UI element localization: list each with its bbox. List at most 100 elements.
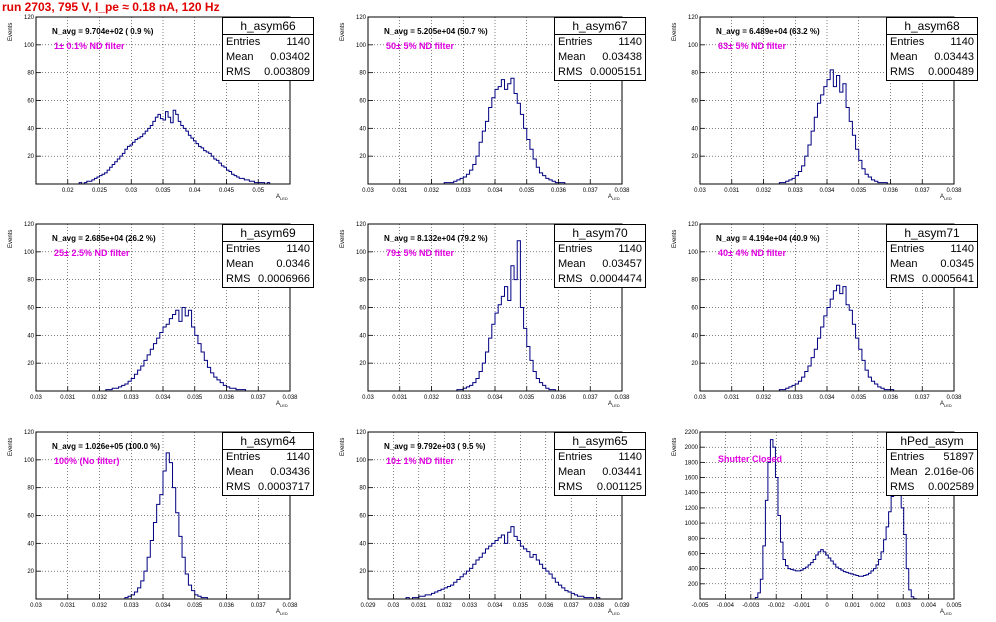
x-axis-label: ALED xyxy=(940,609,952,616)
x-tick-label: 0.035 xyxy=(155,188,171,194)
y-tick-label: 60 xyxy=(27,514,34,520)
y-tick-label: 40 xyxy=(359,541,366,547)
y-tick-label: 1000 xyxy=(685,521,699,527)
x-axis-label: ALED xyxy=(940,401,952,408)
stats-value-rms: 0.0005151 xyxy=(590,66,642,78)
stats-row-rms: RMS 0.001125 xyxy=(555,480,645,495)
x-tick-label: 0.045 xyxy=(219,188,235,194)
stats-row-entries: Entries 1140 xyxy=(555,35,645,50)
stats-row-rms: RMS 0.003809 xyxy=(223,65,313,80)
x-tick-label: 0.038 xyxy=(282,603,298,609)
y-tick-label: 120 xyxy=(24,15,35,21)
y-tick-label: 80 xyxy=(27,71,34,77)
y-tick-label: 20 xyxy=(691,154,698,160)
x-axis-label-main: A xyxy=(276,194,281,200)
y-tick-label: 120 xyxy=(356,15,367,21)
stats-row-mean: Mean 0.0346 xyxy=(223,257,313,272)
x-tick-label: 0.036 xyxy=(883,395,899,401)
stats-value-rms: 0.000489 xyxy=(928,66,974,78)
y-tick-label: 80 xyxy=(691,278,698,284)
stats-label: Mean xyxy=(226,51,254,63)
y-tick-label: 60 xyxy=(359,306,366,312)
x-tick-label: 0.05 xyxy=(252,188,264,194)
y-tick-label: 20 xyxy=(27,361,34,367)
x-axis-label-sub: LED xyxy=(280,196,288,202)
x-tick-label: 0.035 xyxy=(187,603,203,609)
x-tick-label: 0.035 xyxy=(851,188,867,194)
x-tick-label: 0.032 xyxy=(92,395,108,401)
x-tick-label: 0.033 xyxy=(456,395,472,401)
stats-title: hPed_asym xyxy=(887,433,977,450)
x-tick-label: 0.03 xyxy=(388,603,400,609)
histogram-series xyxy=(700,439,954,600)
y-tick-label: 100 xyxy=(24,43,35,49)
x-tick-label: 0.037 xyxy=(915,188,931,194)
x-tick-label: 0.03 xyxy=(125,188,137,194)
stats-value-entries: 1140 xyxy=(618,451,642,463)
y-tick-label: 60 xyxy=(359,514,366,520)
x-axis-label-main: A xyxy=(608,401,613,407)
y-axis-label: Events xyxy=(340,437,346,456)
y-tick-label: 20 xyxy=(359,361,366,367)
stats-value-entries: 1140 xyxy=(618,243,642,255)
histogram-pad-h_asym65: 0.029 0.03 0.031 0.032 0.033 0.034 0.035 0.036 0… xyxy=(332,415,664,622)
stats-label: Entries xyxy=(558,451,593,463)
stats-label: Entries xyxy=(890,451,925,463)
x-tick-label: 0.038 xyxy=(946,188,962,194)
stats-value-entries: 51897 xyxy=(943,451,974,463)
x-axis-label-main: A xyxy=(940,609,945,615)
y-axis-label: Events xyxy=(8,229,14,248)
filter-label: 25± 2.5% ND filter xyxy=(54,248,130,258)
stats-row-mean: Mean 0.03438 xyxy=(555,50,645,65)
y-tick-label: 60 xyxy=(27,306,34,312)
stats-value-entries: 1140 xyxy=(950,36,974,48)
y-tick-label: 80 xyxy=(691,71,698,77)
y-tick-label: 120 xyxy=(24,222,35,228)
stats-box: hPed_asym Entries 51897 Mean 2.016e-06 RMS 0.0… xyxy=(886,432,978,496)
stats-value-entries: 1140 xyxy=(618,36,642,48)
stats-label: Mean xyxy=(890,466,918,478)
x-tick-label: 0 xyxy=(825,603,829,609)
stats-row-rms: RMS 0.0005641 xyxy=(887,272,977,287)
y-tick-label: 100 xyxy=(356,250,367,256)
filter-label: 50± 5% ND filter xyxy=(386,41,454,51)
x-tick-label: 0.032 xyxy=(424,188,440,194)
filter-label: 1± 0.1% ND filter xyxy=(54,41,125,51)
stats-row-rms: RMS 0.0006966 xyxy=(223,272,313,287)
x-axis-label-sub: LED xyxy=(944,611,952,617)
x-axis-label: ALED xyxy=(276,194,288,201)
x-tick-label: 0.033 xyxy=(788,188,804,194)
x-axis-label: ALED xyxy=(276,401,288,408)
y-tick-label: 20 xyxy=(27,569,34,575)
x-tick-label: 0.031 xyxy=(392,395,408,401)
x-tick-label: 0.039 xyxy=(614,603,630,609)
histogram-pad-h_asym69: 0.03 0.031 0.032 0.033 0.034 0.035 0.036 0.037 0… xyxy=(0,207,332,414)
stats-title: h_asym71 xyxy=(887,225,977,242)
stats-row-mean: Mean 0.03436 xyxy=(223,465,313,480)
histogram-pad-h_asym70: 0.03 0.031 0.032 0.033 0.034 0.035 0.036 0.037 0… xyxy=(332,207,664,414)
y-tick-label: 100 xyxy=(24,458,35,464)
x-axis-label-sub: LED xyxy=(612,611,620,617)
x-tick-label: -0.001 xyxy=(793,603,811,609)
x-tick-label: 0.036 xyxy=(219,603,235,609)
histogram-pad-h_asym64: 0.03 0.031 0.032 0.033 0.034 0.035 0.036 0.037 0… xyxy=(0,415,332,622)
histogram-plot: -0.005 -0.004 -0.003 -0.002 -0.001 0 0.001 0.00… xyxy=(685,430,963,609)
stats-row-entries: Entries 1140 xyxy=(555,450,645,465)
stats-row-rms: RMS 0.002589 xyxy=(887,480,977,495)
y-tick-label: 800 xyxy=(688,536,699,542)
x-axis-label-sub: LED xyxy=(612,196,620,202)
stats-label: Entries xyxy=(226,451,261,463)
x-axis-label: ALED xyxy=(608,609,620,616)
y-tick-label: 400 xyxy=(688,567,699,573)
x-tick-label: 0.037 xyxy=(251,395,267,401)
stats-value-rms: 0.0004474 xyxy=(590,273,642,285)
x-tick-label: 0.036 xyxy=(538,603,554,609)
histogram-plot: 0.03 0.031 0.032 0.033 0.034 0.035 0.036 0.037 0… xyxy=(356,222,630,401)
x-tick-label: 0.034 xyxy=(487,395,503,401)
stats-row-rms: RMS 0.000489 xyxy=(887,65,977,80)
navg-label: N_avg = 8.132e+04 (79.2 %) xyxy=(384,234,488,243)
y-tick-label: 20 xyxy=(359,569,366,575)
x-tick-label: -0.003 xyxy=(742,603,760,609)
stats-value-rms: 0.0006966 xyxy=(258,273,310,285)
x-tick-label: 0.036 xyxy=(551,188,567,194)
